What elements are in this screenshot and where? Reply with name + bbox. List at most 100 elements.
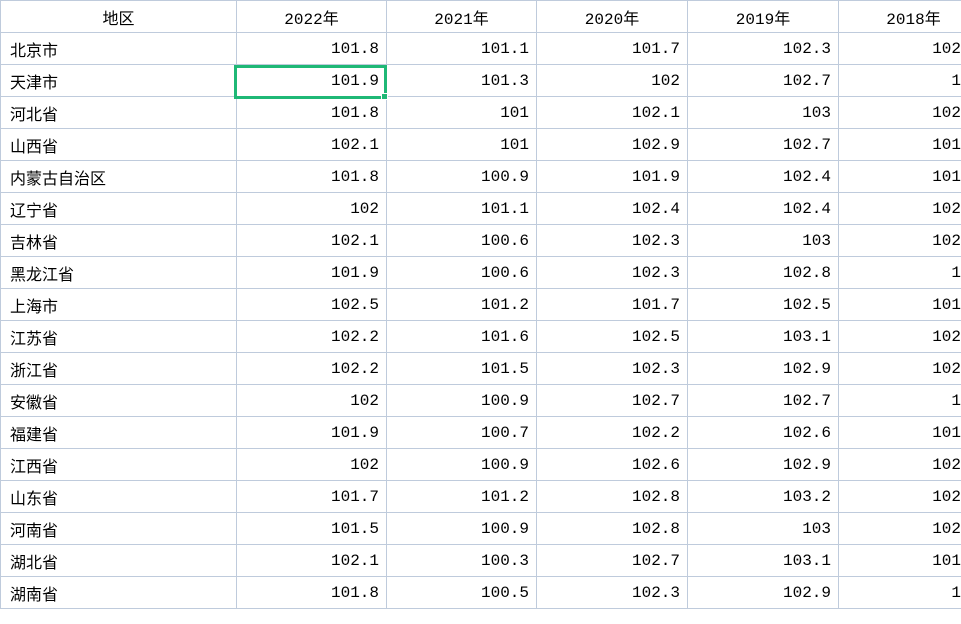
value-cell[interactable]: 102.1 — [536, 96, 688, 129]
value-cell[interactable]: 102.9 — [687, 352, 839, 385]
column-header-2021[interactable]: 2021年 — [386, 0, 537, 33]
region-cell[interactable]: 江苏省 — [0, 320, 237, 353]
region-cell[interactable]: 辽宁省 — [0, 192, 237, 225]
region-cell[interactable]: 安徽省 — [0, 384, 237, 417]
column-header-2019[interactable]: 2019年 — [687, 0, 839, 33]
value-cell[interactable]: 102.8 — [536, 512, 688, 545]
value-cell[interactable]: 102.1 — [236, 224, 387, 257]
value-cell[interactable]: 101.6 — [386, 320, 537, 353]
value-cell[interactable]: 101.2 — [386, 480, 537, 513]
value-cell[interactable]: 101.8 — [236, 32, 387, 65]
region-cell[interactable]: 山西省 — [0, 128, 237, 161]
value-cell[interactable]: 101 — [838, 416, 961, 449]
value-cell[interactable]: 102.4 — [687, 192, 839, 225]
value-cell[interactable]: 102.7 — [687, 64, 839, 97]
value-cell[interactable]: 101.3 — [386, 64, 537, 97]
value-cell[interactable]: 102.8 — [687, 256, 839, 289]
value-cell[interactable]: 102.1 — [236, 128, 387, 161]
value-cell[interactable]: 102.3 — [536, 576, 688, 609]
region-cell[interactable]: 天津市 — [0, 64, 237, 97]
value-cell[interactable]: 102.7 — [536, 384, 688, 417]
value-cell[interactable]: 100.5 — [386, 576, 537, 609]
column-header-2022[interactable]: 2022年 — [236, 0, 387, 33]
value-cell[interactable]: 101.9 — [236, 256, 387, 289]
region-cell[interactable]: 湖南省 — [0, 576, 237, 609]
value-cell[interactable]: 100.6 — [386, 224, 537, 257]
column-header-2018[interactable]: 2018年 — [838, 0, 961, 33]
value-cell[interactable]: 101.9 — [536, 160, 688, 193]
value-cell[interactable]: 101.1 — [386, 32, 537, 65]
value-cell[interactable]: 101 — [838, 544, 961, 577]
value-cell[interactable]: 103 — [687, 512, 839, 545]
value-cell[interactable]: 102.2 — [536, 416, 688, 449]
value-cell[interactable]: 103 — [687, 96, 839, 129]
value-cell[interactable]: 102.8 — [536, 480, 688, 513]
value-cell[interactable]: 102.2 — [236, 352, 387, 385]
value-cell[interactable]: 103 — [687, 224, 839, 257]
value-cell[interactable]: 102.5 — [536, 320, 688, 353]
value-cell[interactable]: 102.1 — [236, 544, 387, 577]
region-cell[interactable]: 山东省 — [0, 480, 237, 513]
column-header-region[interactable]: 地区 — [0, 0, 237, 33]
region-cell[interactable]: 上海市 — [0, 288, 237, 321]
selected-cell[interactable]: 101.9 — [236, 64, 387, 97]
value-cell[interactable]: 101.8 — [236, 96, 387, 129]
value-cell[interactable]: 102 — [838, 192, 961, 225]
value-cell[interactable]: 103.1 — [687, 320, 839, 353]
value-cell[interactable]: 101 — [386, 96, 537, 129]
region-cell[interactable]: 北京市 — [0, 32, 237, 65]
value-cell[interactable]: 102.9 — [687, 576, 839, 609]
value-cell[interactable]: 101 — [838, 288, 961, 321]
value-cell[interactable]: 100.3 — [386, 544, 537, 577]
value-cell[interactable]: 102 — [838, 512, 961, 545]
region-cell[interactable]: 吉林省 — [0, 224, 237, 257]
value-cell[interactable]: 102.7 — [687, 128, 839, 161]
fill-handle[interactable] — [381, 93, 388, 100]
value-cell[interactable]: 101.7 — [536, 32, 688, 65]
value-cell[interactable]: 102.6 — [687, 416, 839, 449]
value-cell[interactable]: 102.9 — [687, 448, 839, 481]
value-cell[interactable]: 102.5 — [687, 288, 839, 321]
value-cell[interactable]: 102.7 — [536, 544, 688, 577]
value-cell[interactable]: 102.9 — [536, 128, 688, 161]
value-cell[interactable]: 101.7 — [236, 480, 387, 513]
region-cell[interactable]: 河北省 — [0, 96, 237, 129]
value-cell[interactable]: 1 — [838, 384, 961, 417]
value-cell[interactable]: 1 — [838, 576, 961, 609]
value-cell[interactable]: 101 — [838, 160, 961, 193]
value-cell[interactable]: 100.9 — [386, 160, 537, 193]
value-cell[interactable]: 102 — [838, 480, 961, 513]
value-cell[interactable]: 102 — [838, 224, 961, 257]
value-cell[interactable]: 102.3 — [536, 256, 688, 289]
value-cell[interactable]: 102 — [838, 96, 961, 129]
value-cell[interactable]: 102.3 — [536, 352, 688, 385]
value-cell[interactable]: 102.5 — [236, 288, 387, 321]
value-cell[interactable]: 102.3 — [536, 224, 688, 257]
region-cell[interactable]: 河南省 — [0, 512, 237, 545]
value-cell[interactable]: 100.9 — [386, 384, 537, 417]
value-cell[interactable]: 102 — [236, 384, 387, 417]
value-cell[interactable]: 101.5 — [236, 512, 387, 545]
value-cell[interactable]: 102 — [236, 192, 387, 225]
value-cell[interactable]: 101.8 — [236, 576, 387, 609]
value-cell[interactable]: 102 — [536, 64, 688, 97]
value-cell[interactable]: 102 — [838, 320, 961, 353]
value-cell[interactable]: 101.9 — [236, 416, 387, 449]
value-cell[interactable]: 102 — [838, 32, 961, 65]
value-cell[interactable]: 100.9 — [386, 512, 537, 545]
region-cell[interactable]: 内蒙古自治区 — [0, 160, 237, 193]
value-cell[interactable]: 102 — [838, 352, 961, 385]
region-cell[interactable]: 黑龙江省 — [0, 256, 237, 289]
value-cell[interactable]: 101 — [838, 128, 961, 161]
value-cell[interactable]: 101.8 — [236, 160, 387, 193]
region-cell[interactable]: 浙江省 — [0, 352, 237, 385]
value-cell[interactable]: 101.2 — [386, 288, 537, 321]
region-cell[interactable]: 湖北省 — [0, 544, 237, 577]
value-cell[interactable]: 102 — [236, 448, 387, 481]
value-cell[interactable]: 103.1 — [687, 544, 839, 577]
value-cell[interactable]: 102.3 — [687, 32, 839, 65]
value-cell[interactable]: 102.4 — [536, 192, 688, 225]
value-cell[interactable]: 1 — [838, 64, 961, 97]
value-cell[interactable]: 100.9 — [386, 448, 537, 481]
column-header-2020[interactable]: 2020年 — [536, 0, 688, 33]
